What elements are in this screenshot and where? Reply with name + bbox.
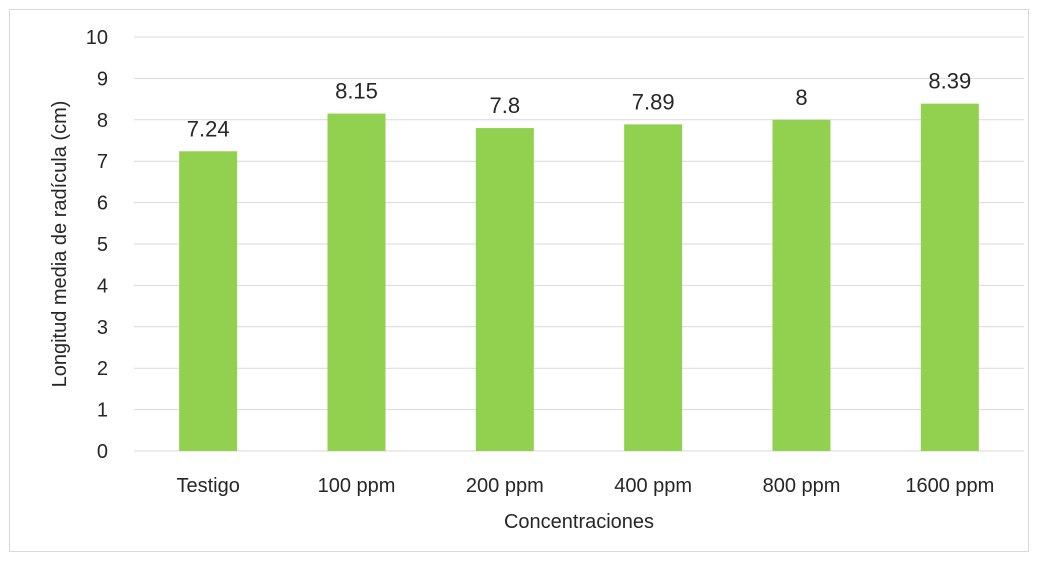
bar (327, 113, 386, 451)
x-tick-label: 100 ppm (318, 475, 396, 497)
x-axis-title: Concentraciones (504, 511, 654, 533)
y-tick-label: 0 (97, 441, 108, 463)
y-tick-label: 4 (97, 275, 108, 297)
data-label: 7.8 (490, 93, 521, 118)
gridlines (134, 36, 1024, 452)
y-tick-label: 9 (97, 68, 108, 90)
x-tick-label: Testigo (176, 475, 239, 497)
x-tick-label: 800 ppm (763, 475, 841, 497)
bar (624, 124, 683, 451)
y-tick-label: 6 (97, 193, 108, 215)
bar (920, 103, 979, 452)
y-tick-label: 10 (86, 27, 108, 49)
data-label: 8.39 (928, 69, 971, 94)
y-axis-title: Longitud media de radícula (cm) (49, 101, 71, 388)
x-tick-label: 400 ppm (614, 475, 692, 497)
data-label: 8 (795, 85, 807, 110)
data-label: 8.15 (335, 79, 378, 104)
x-tick-label: 200 ppm (466, 475, 544, 497)
y-tick-label: 2 (97, 358, 108, 380)
bar (772, 119, 831, 452)
x-axis-ticks: Testigo 100 ppm 200 ppm 400 ppm 800 ppm 1600 … (176, 475, 994, 497)
y-tick-label: 5 (97, 234, 108, 256)
y-axis-ticks: 0 1 2 3 4 5 6 7 8 9 10 (86, 27, 108, 463)
data-labels: 7.24 8.15 7.8 7.89 8 8.39 (187, 69, 971, 142)
data-label: 7.24 (187, 116, 230, 141)
y-tick-label: 3 (97, 317, 108, 339)
bars (179, 103, 979, 452)
y-tick-label: 1 (97, 400, 108, 422)
y-tick-label: 8 (97, 110, 108, 132)
bar (179, 151, 238, 451)
bar (475, 128, 534, 451)
y-tick-label: 7 (97, 151, 108, 173)
x-tick-label: 1600 ppm (905, 475, 994, 497)
data-label: 7.89 (632, 89, 675, 114)
